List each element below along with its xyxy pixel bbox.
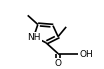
Text: OH: OH <box>79 50 93 59</box>
Text: O: O <box>55 59 62 68</box>
Text: NH: NH <box>27 33 41 42</box>
